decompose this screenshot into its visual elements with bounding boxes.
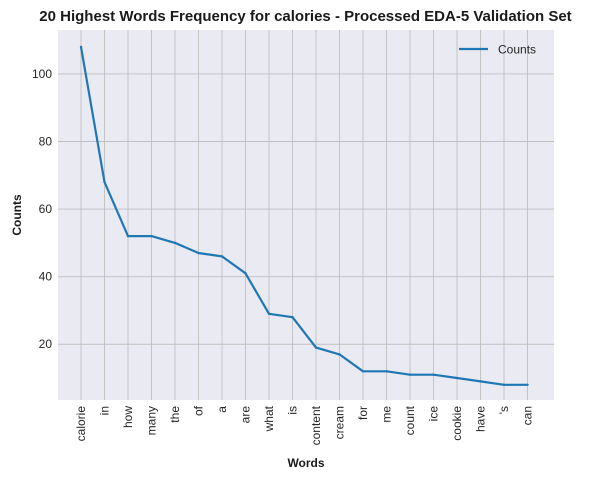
x-tick-label: in xyxy=(98,406,112,415)
data-point xyxy=(197,252,199,254)
data-point xyxy=(338,353,340,355)
data-point xyxy=(503,384,505,386)
x-tick-label: ice xyxy=(427,406,441,422)
data-point xyxy=(526,384,528,386)
data-point xyxy=(221,255,223,257)
y-tick-labels: 20 40 60 80 100 xyxy=(32,67,52,351)
x-tick-label: of xyxy=(192,405,206,416)
data-point xyxy=(315,346,317,348)
data-point xyxy=(150,235,152,237)
x-tick-label: cream xyxy=(333,406,347,439)
x-tick-label: the xyxy=(168,406,182,423)
x-tick-label: cookie xyxy=(450,406,464,441)
x-tick-labels: calorie in how many the of a are what is content cr… xyxy=(74,405,535,445)
x-tick-label: is xyxy=(286,406,300,415)
data-point xyxy=(268,313,270,315)
legend-label-counts: Counts xyxy=(498,43,536,57)
x-tick-label: 's xyxy=(497,406,511,414)
x-tick-label: content xyxy=(309,405,323,445)
y-tick-label: 100 xyxy=(32,67,52,81)
x-tick-label: a xyxy=(215,406,229,413)
data-point xyxy=(80,46,82,48)
data-point xyxy=(291,316,293,318)
x-tick-label: me xyxy=(380,406,394,423)
data-point xyxy=(362,370,364,372)
x-tick-label: have xyxy=(474,406,488,432)
data-point xyxy=(409,373,411,375)
x-tick-label: can xyxy=(521,406,535,425)
data-point xyxy=(479,380,481,382)
data-point xyxy=(174,242,176,244)
x-tick-label: calorie xyxy=(74,406,88,442)
data-point xyxy=(127,235,129,237)
y-tick-label: 20 xyxy=(39,337,53,351)
y-tick-label: 40 xyxy=(39,270,53,284)
x-tick-label: for xyxy=(356,406,370,420)
data-point xyxy=(244,272,246,274)
x-axis-label: Words xyxy=(287,456,324,470)
x-tick-label: count xyxy=(403,405,417,435)
data-point xyxy=(432,373,434,375)
x-tick-label: many xyxy=(145,406,159,435)
x-tick-label: are xyxy=(239,406,253,424)
x-tick-label: how xyxy=(121,406,135,428)
x-tick-label: what xyxy=(262,405,276,432)
y-tick-label: 60 xyxy=(39,202,53,216)
data-point xyxy=(385,370,387,372)
data-point xyxy=(103,181,105,183)
data-point xyxy=(456,377,458,379)
y-tick-label: 80 xyxy=(39,135,53,149)
y-axis-label: Counts xyxy=(10,194,24,236)
